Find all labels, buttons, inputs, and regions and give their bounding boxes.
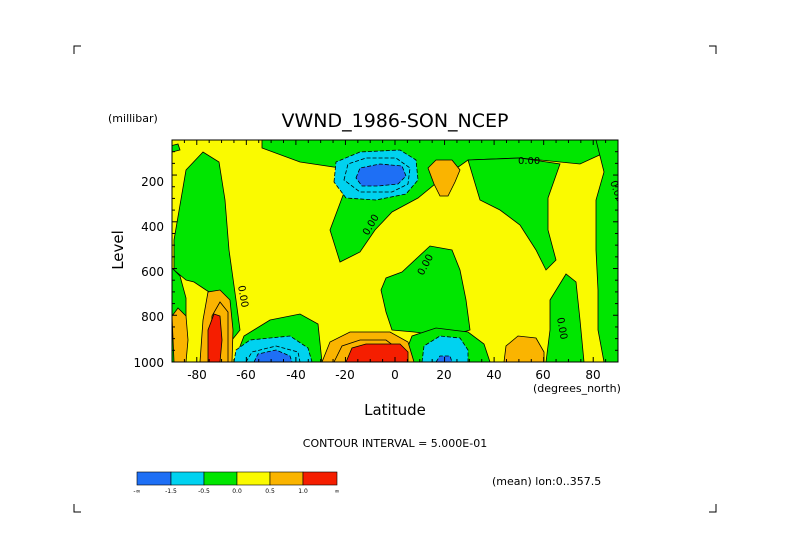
colorbar-swatch (269, 471, 304, 486)
contour-cyan-lower-mid (421, 335, 469, 362)
y-tick-label: 200 (141, 175, 164, 189)
y-tick-labels: 200 400 600 800 1000 (133, 175, 164, 370)
contour-orange-left-a (172, 307, 189, 362)
colorbar-swatch (136, 471, 172, 486)
y-tick-label: 600 (141, 265, 164, 279)
x-tick-label: 20 (436, 368, 451, 382)
colorbar-label: -∞ (133, 488, 140, 495)
red-regions (207, 313, 409, 362)
colorbar-label: ∞ (335, 488, 340, 495)
colorbar: -∞ -1.5 -0.5 0.0 0.5 1.0 ∞ (133, 471, 340, 495)
y-tick-label: 800 (141, 310, 164, 324)
colorbar-swatch (236, 471, 271, 486)
blue-regions (253, 163, 453, 362)
colorbar-swatch (170, 471, 205, 486)
chart-title: VWND_1986-SON_NCEP (281, 110, 508, 132)
colorbar-swatch (203, 471, 238, 486)
contour-blue-lower (253, 349, 293, 362)
y-unit-label: (millibar) (108, 112, 158, 125)
x-tick-label: -20 (335, 368, 355, 382)
x-tick-labels: -80 -60 -40 -20 0 20 40 60 80 (187, 368, 600, 382)
contour-orange-upper (427, 159, 461, 197)
colorbar-label: 0.5 (265, 488, 275, 495)
colorbar-label: -0.5 (198, 488, 210, 495)
contour-blue-dot (435, 355, 453, 362)
colorbar-swatch (302, 471, 338, 486)
x-tick-label: 80 (585, 368, 600, 382)
x-unit-label: (degrees_north) (533, 382, 621, 395)
contour-green-dot (172, 143, 181, 153)
x-tick-label: 0 (391, 368, 399, 382)
y-tick-label: 1000 (133, 356, 164, 370)
plot-area: 0.00 0.00 0.00 0.00 0.00 0.00 (172, 140, 625, 362)
contour-interval-label: CONTOUR INTERVAL = 5.000E-01 (303, 437, 487, 450)
contour-label: 0.00 (518, 156, 540, 167)
crop-marks (73, 45, 717, 513)
contour-label: 0.00 (554, 317, 569, 341)
x-tick-label: -40 (286, 368, 306, 382)
cyan-inner-contours (245, 157, 411, 362)
x-tick-label: 40 (486, 368, 501, 382)
x-tick-label: -60 (236, 368, 256, 382)
contour-orange-right (503, 335, 545, 362)
contour-green-right-column (467, 157, 561, 271)
axis-ticks (171, 140, 619, 363)
y-tick-label: 400 (141, 220, 164, 234)
contour-red-left (207, 313, 223, 362)
colorbar-labels: -∞ -1.5 -0.5 0.0 0.5 1.0 ∞ (133, 488, 339, 495)
x-tick-label: -80 (187, 368, 207, 382)
contour-green-mid-column (380, 245, 471, 337)
contour-green-lower-right (545, 273, 585, 362)
mean-annotation: (mean) lon:0..357.5 (492, 475, 601, 488)
colorbar-label: 1.0 (298, 488, 308, 495)
y-axis-label: Level (109, 230, 127, 270)
x-axis-label: Latitude (364, 401, 426, 419)
contour-green-ne-tongue (595, 140, 618, 362)
x-tick-label: 60 (535, 368, 550, 382)
contour-blue-upper (355, 163, 407, 187)
colorbar-label: 0.0 (232, 488, 242, 495)
contour-label: 0.00 (607, 179, 625, 204)
contour-label: 0.00 (235, 285, 250, 309)
colorbar-label: -1.5 (165, 488, 177, 495)
contour-cyan-lower-left (233, 335, 313, 362)
contour-red-equator (345, 343, 409, 362)
